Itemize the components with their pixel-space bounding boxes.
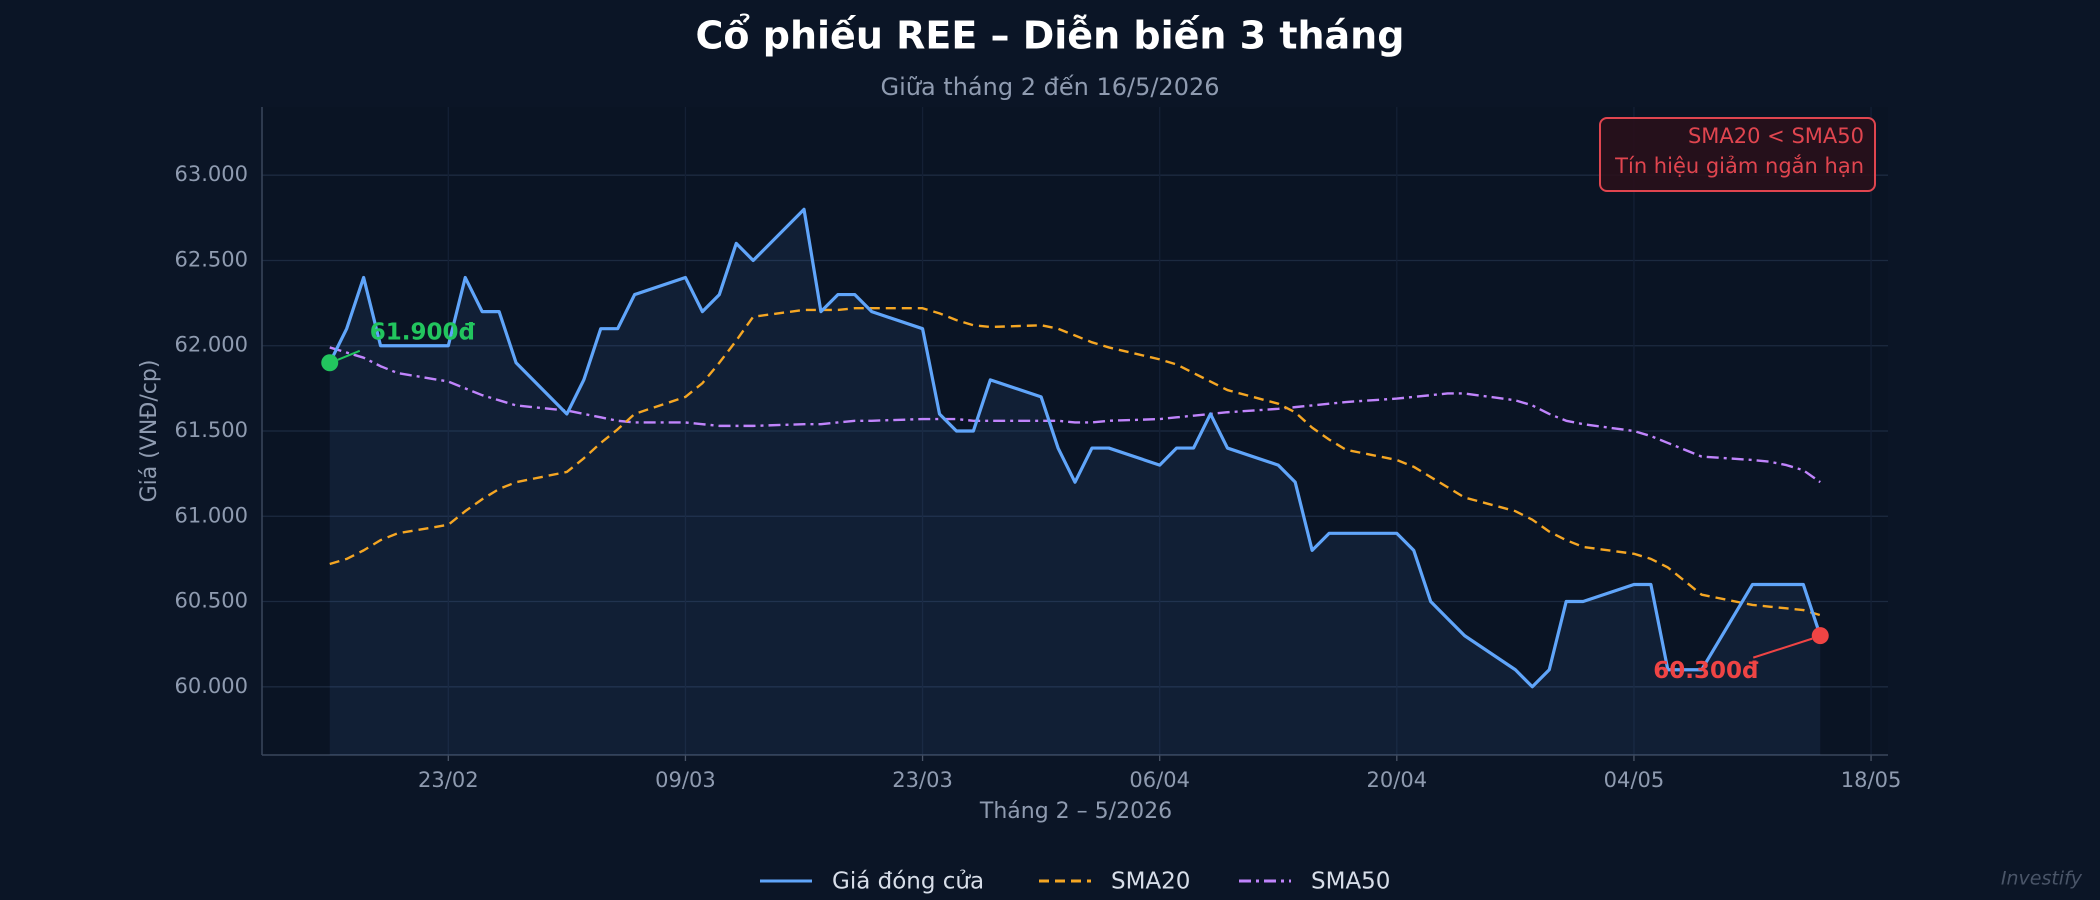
annotation-label: 61.900đ: [370, 319, 476, 345]
annotation-dot: [321, 354, 339, 372]
annotation-arrow: [1752, 637, 1813, 659]
annotation-dot: [1811, 627, 1829, 645]
y-tick-label: 62.500: [175, 247, 248, 271]
annotation-label: 60.300đ: [1653, 658, 1759, 684]
legend-label: SMA20: [1111, 869, 1190, 895]
x-tick-label: 23/03: [892, 768, 953, 792]
series-line: [329, 346, 1821, 484]
x-tick-label: 23/02: [418, 768, 479, 792]
y-tick-label: 60.500: [175, 589, 248, 613]
y-tick-label: 62.000: [175, 333, 248, 357]
legend-label: Giá đóng cửa: [832, 869, 984, 895]
y-axis-label: Giá (VNĐ/cp): [137, 360, 162, 503]
chart-subtitle: Giữa tháng 2 đến 16/5/2026: [880, 73, 1219, 101]
annotation-arrow: [337, 349, 361, 361]
x-tick-label: 04/05: [1604, 768, 1665, 792]
signal-box: [1599, 117, 1876, 192]
signal-text: SMA20 < SMA50: [1688, 124, 1864, 148]
y-tick-label: 61.500: [175, 418, 248, 442]
series-line: [329, 307, 1821, 617]
x-tick-label: 09/03: [655, 768, 716, 792]
x-axis-label: Tháng 2 – 5/2026: [979, 799, 1172, 824]
x-tick-label: 18/05: [1841, 768, 1902, 792]
y-tick-label: 61.000: [175, 503, 248, 527]
legend-item: SMA50: [1239, 869, 1390, 895]
chart-title: Cổ phiếu REE – Diễn biến 3 tháng: [696, 14, 1405, 58]
y-tick-label: 63.000: [175, 162, 248, 186]
signal-text: Tín hiệu giảm ngắn hạn: [1614, 154, 1864, 178]
x-tick-label: 20/04: [1367, 768, 1428, 792]
legend-item: Giá đóng cửa: [760, 869, 984, 895]
legend-item: SMA20: [1039, 869, 1190, 895]
x-tick-label: 06/04: [1129, 768, 1190, 792]
legend-label: SMA50: [1311, 869, 1390, 895]
watermark: Investify: [2001, 868, 2083, 890]
series-line: [328, 207, 1822, 689]
y-tick-label: 60.000: [175, 674, 248, 698]
